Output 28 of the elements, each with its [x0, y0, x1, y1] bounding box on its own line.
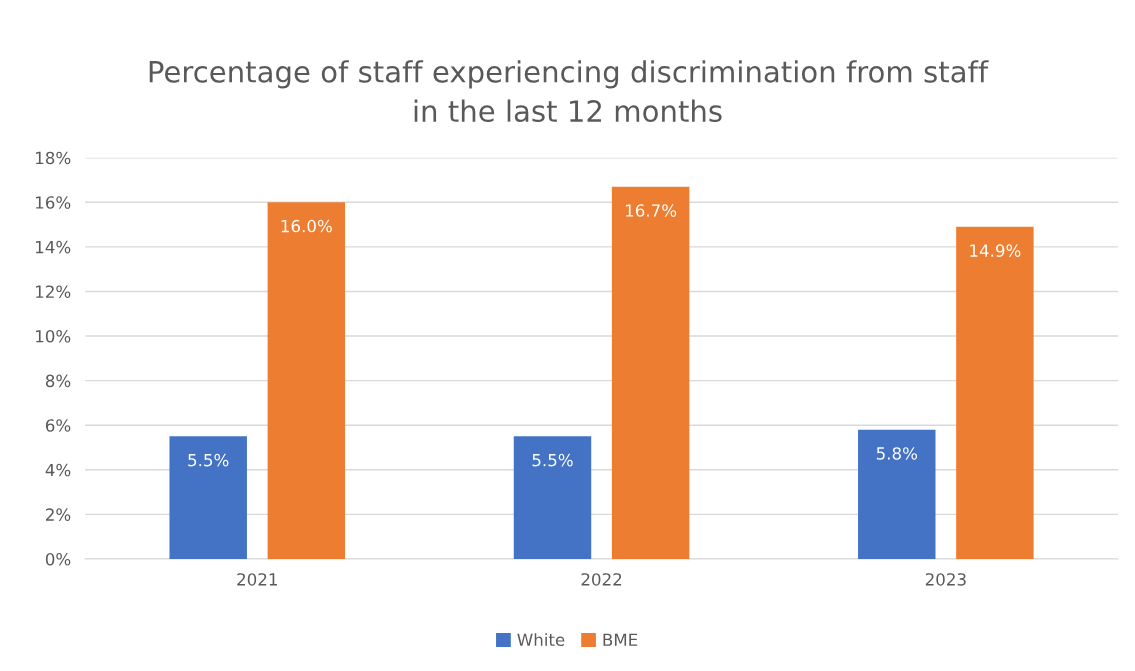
- x-tick-label: 2022: [581, 573, 622, 586]
- y-tick-label: 14%: [36, 240, 71, 254]
- x-tick-label: 2021: [237, 573, 277, 586]
- data-label: 16.0%: [281, 219, 332, 233]
- y-tick-label: 8%: [45, 374, 71, 388]
- y-tick-label: 2%: [46, 508, 71, 521]
- data-label: 5.8%: [876, 447, 918, 460]
- chart-title: Percentage of staff experiencing discrimination from staff in the last 12 months: [149, 60, 989, 123]
- y-tick-label: 12%: [36, 285, 71, 299]
- legend-label: BME: [603, 633, 638, 646]
- y-tick-label: 4%: [45, 463, 71, 477]
- y-tick-label: 10%: [36, 329, 71, 343]
- y-tick-label: 16%: [36, 196, 71, 209]
- bar: [169, 436, 247, 559]
- data-label: 14.9%: [970, 244, 1021, 257]
- x-tick-label: 2023: [925, 573, 966, 586]
- y-tick-label: 18%: [36, 151, 71, 165]
- bar: [513, 436, 592, 559]
- bar: [611, 186, 690, 559]
- bar: [858, 429, 936, 559]
- data-label: 5.5%: [188, 453, 229, 467]
- legend-label: White: [517, 633, 565, 647]
- data-label: 16.7%: [625, 204, 677, 217]
- bar: [267, 202, 346, 559]
- y-tick-label: 6%: [45, 419, 71, 432]
- y-tick-label: 0%: [45, 552, 71, 566]
- bar: [956, 226, 1034, 559]
- data-label: 5.5%: [532, 453, 573, 467]
